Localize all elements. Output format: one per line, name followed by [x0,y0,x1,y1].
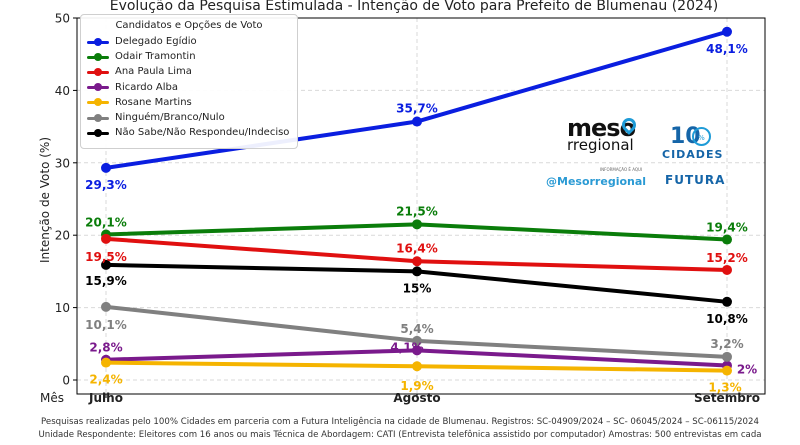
legend-label: Ana Paula Lima [115,66,192,78]
data-point [101,259,111,270]
data-point [412,345,422,356]
data-point [412,116,422,127]
data-point [722,351,732,362]
data-label: 4,1% [390,340,423,354]
data-point [101,301,111,312]
legend-entry: Ricardo Alba [87,80,291,95]
x-tick-label: Agosto [393,391,440,405]
legend-entry: Ana Paula Lima [87,64,291,79]
mesorregional-logo: meso [567,114,636,142]
data-label: 1,3% [708,381,741,395]
mesorregional-logo-subtitle: rregional [567,136,634,154]
plot-frame [76,17,766,395]
data-point [412,266,422,277]
y-tick-label: 50 [55,12,70,26]
data-point [412,219,422,230]
data-label: 3,2% [710,337,743,351]
data-label: 2,8% [89,341,122,355]
legend-swatch [87,128,109,138]
legend-entries: Delegado Egídio Odair Tramontin Ana Paula … [87,34,291,140]
data-point [722,26,732,37]
y-tick-label: 30 [55,156,70,170]
footer-line-2: Unidade Respondente: Eleitores com 16 an… [38,430,762,440]
data-label: 21,5% [396,204,438,218]
legend-swatch [87,82,109,92]
data-point [722,365,732,376]
data-point [722,264,732,275]
data-label: 5,4% [400,322,433,336]
data-label: 29,3% [85,178,127,192]
y-tick-label: 40 [55,84,70,98]
data-point [101,162,111,173]
axis-layer: Evolução da Pesquisa Estimulada - Intenç… [38,0,766,405]
data-label: 2,4% [89,373,122,387]
chart-title: Evolução da Pesquisa Estimulada - Intenç… [110,0,719,14]
label-layer: 29,3% 35,7% 48,1% 20,1% 21,5% 19,4% 19,5% 16,4%… [85,42,757,395]
legend-swatch [87,37,109,47]
social-handle: @Mesorregional [546,175,647,188]
data-label: 20,1% [85,215,127,229]
data-label: 2% [737,363,757,377]
legend-entry: Ninguém/Branco/Nulo [87,110,291,125]
y-axis-label: Intenção de Voto (%) [38,137,52,263]
footer-line-1: Pesquisas realizadas pelo 100% Cidades e… [41,417,759,427]
legend-entry: Delegado Egídio [87,34,291,49]
legend-label: Ninguém/Branco/Nulo [115,112,225,124]
cidades-logo-text: CIDADES [662,148,724,161]
legend-label: Delegado Egídio [115,36,197,48]
data-label: 19,4% [706,221,748,235]
sponsor-logos: meso rregional INFORMAÇÃO É AQUI @Mesorr… [540,114,800,194]
data-label: 1,9% [400,379,433,393]
data-label: 15,9% [85,274,127,288]
y-tick-label: 20 [55,229,70,243]
legend-swatch [87,113,109,123]
data-point [412,361,422,372]
y-tick-label: 0 [62,374,70,388]
x-tick-label: Setembro [694,391,760,405]
data-point [101,233,111,244]
legend-swatch [87,52,109,62]
data-point [412,256,422,267]
data-label: 15,2% [706,251,748,265]
y-tick-label: 10 [55,301,70,315]
data-point [101,357,111,368]
legend-label: Odair Tramontin [115,51,196,63]
percent-ring-icon: % [692,127,711,146]
mesorregional-tagline: INFORMAÇÃO É AQUI [600,167,643,172]
data-label: 19,5% [85,250,127,264]
legend-entry: Odair Tramontin [87,49,291,64]
legend-label: Ricardo Alba [115,81,179,93]
legend-entry: Rosane Martins [87,95,291,110]
data-label: 15% [403,281,432,295]
legend-swatch [87,97,109,107]
data-label: 35,7% [396,102,438,116]
legend-entry: Não Sabe/Não Respondeu/Indeciso [87,125,291,140]
legend-title: Candidatos e Opções de Voto [115,20,263,31]
x-tick-label: Julho [88,391,123,405]
data-point [722,296,732,307]
legend-swatch [87,67,109,77]
legend-label: Rosane Martins [115,96,192,108]
legend: Candidatos e Opções de Voto Delegado Egí… [80,14,298,149]
series-layer [101,26,732,376]
data-point [722,234,732,245]
data-label: 10,1% [85,318,127,332]
data-label: 16,4% [396,241,438,255]
legend-label: Não Sabe/Não Respondeu/Indeciso [115,127,290,139]
data-label: 10,8% [706,312,748,326]
data-label: 48,1% [706,42,748,56]
x-axis-label: Mês [40,391,64,405]
futura-logo: FUTURA [665,173,726,187]
data-point [412,335,422,346]
